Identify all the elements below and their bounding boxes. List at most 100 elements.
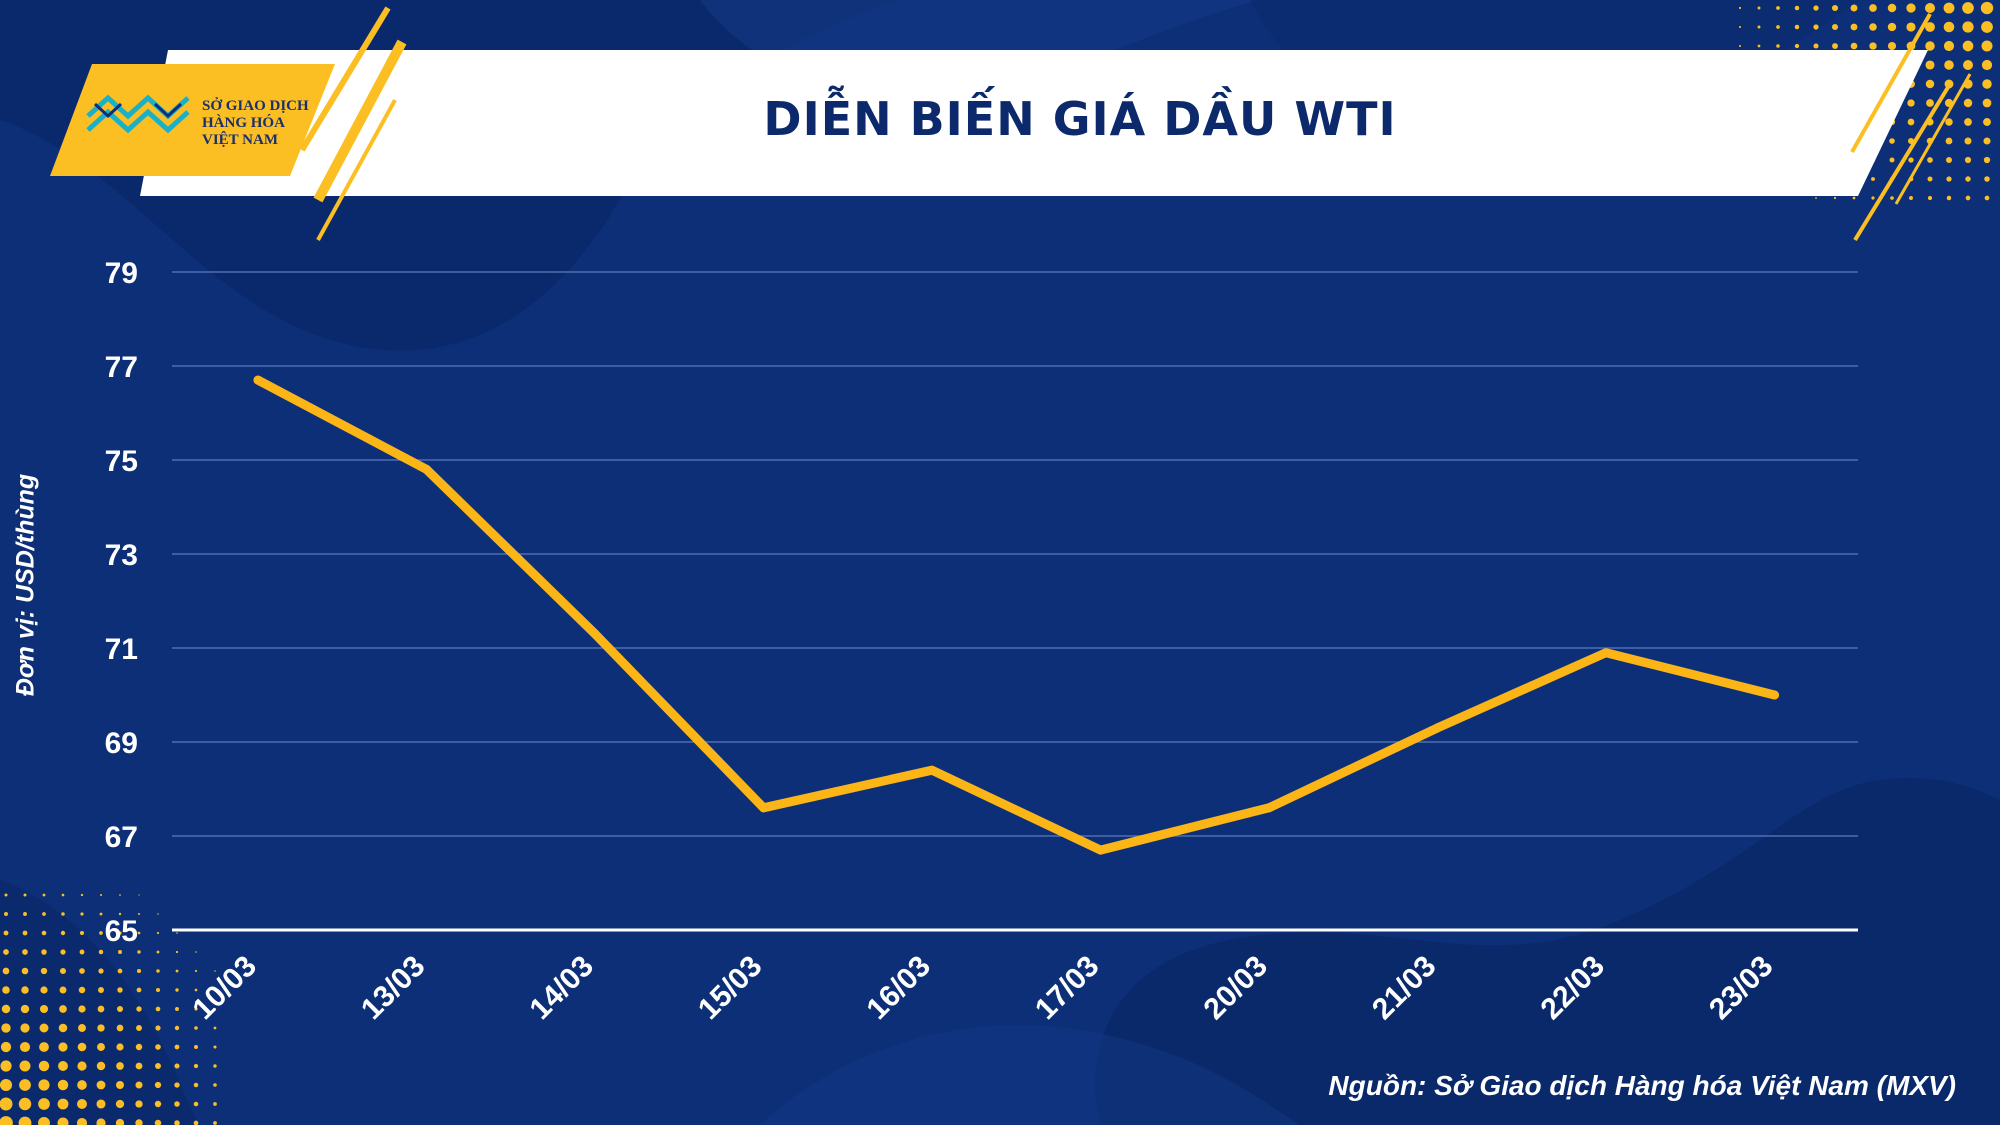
halftone-dot (1943, 2, 1955, 14)
halftone-dot (1980, 1, 1994, 15)
halftone-dot (1850, 23, 1858, 31)
halftone-dot (193, 1120, 199, 1125)
halftone-dot (1965, 195, 1971, 201)
halftone-dot (116, 1005, 124, 1013)
halftone-dot (97, 1024, 105, 1032)
halftone-dot (194, 969, 198, 973)
halftone-dot (136, 987, 142, 993)
halftone-dot (213, 1102, 217, 1106)
halftone-dot (1738, 6, 1742, 10)
halftone-dot (138, 913, 140, 915)
halftone-dot (1981, 59, 1993, 71)
data-point (253, 375, 263, 385)
halftone-dot (1887, 3, 1897, 13)
halftone-dot (1927, 157, 1933, 163)
data-point (1770, 690, 1779, 700)
halftone-dot (213, 1007, 217, 1011)
x-tick-label: 15/03 (692, 950, 768, 1026)
series-layer (253, 375, 1779, 855)
halftone-dot (175, 969, 179, 973)
halftone-dot (1889, 157, 1895, 163)
halftone-dot (193, 1082, 199, 1088)
halftone-dot (155, 1063, 161, 1069)
halftone-dot (1871, 177, 1875, 181)
halftone-dot (1983, 137, 1991, 145)
halftone-dot (1964, 118, 1972, 126)
halftone-dot (1869, 23, 1877, 31)
halftone-dot (1887, 22, 1897, 32)
halftone-dot (38, 1079, 50, 1091)
halftone-dot (1831, 4, 1839, 12)
halftone-dot (154, 1100, 162, 1108)
halftone-dot (57, 1117, 69, 1125)
halftone-dot (38, 1098, 50, 1110)
halftone-dot (116, 1081, 124, 1089)
halftone-dot (193, 1063, 199, 1069)
logo-line-1: SỞ GIAO DỊCH (202, 98, 309, 114)
halftone-dot (137, 931, 141, 935)
halftone-dot (22, 930, 28, 936)
halftone-dot (116, 1043, 124, 1051)
halftone-dot (1924, 2, 1936, 14)
halftone-dot (23, 893, 27, 897)
halftone-dot (18, 1097, 32, 1111)
halftone-dot (98, 949, 104, 955)
halftone-dot (155, 1025, 161, 1031)
halftone-dot (38, 1117, 50, 1125)
halftone-dot (1890, 196, 1894, 200)
data-point (1096, 845, 1105, 855)
halftone-dot (21, 967, 29, 975)
logo-wordmark: SỞ GIAO DỊCH HÀNG HÓA VIỆT NAM (202, 98, 332, 149)
halftone-dot (1794, 5, 1800, 11)
y-tick-label: 79 (105, 257, 138, 290)
halftone-dot (176, 932, 178, 934)
halftone-dot (1813, 24, 1819, 30)
halftone-dot (115, 1099, 125, 1109)
halftone-dot (1963, 60, 1973, 70)
halftone-dot (136, 968, 142, 974)
halftone-dot (1739, 45, 1741, 47)
halftone-dot (1945, 156, 1953, 164)
halftone-dot (40, 986, 48, 994)
title-banner (50, 6, 1972, 242)
halftone-dot (1776, 44, 1780, 48)
halftone-dot (1832, 43, 1838, 49)
x-tick-label: 17/03 (1029, 950, 1105, 1026)
halftone-dot (99, 893, 103, 897)
halftone-dot (155, 1044, 161, 1050)
halftone-dot (154, 1119, 162, 1125)
halftone-dot (0, 1116, 13, 1125)
halftone-dot (1925, 60, 1935, 70)
halftone-dot (38, 1060, 50, 1072)
halftone-dot (97, 1005, 105, 1013)
halftone-dot (1925, 79, 1935, 89)
halftone-dot (213, 1045, 217, 1049)
halftone-dot (39, 1042, 49, 1052)
halftone-dot (213, 1083, 217, 1087)
halftone-dot (194, 1007, 198, 1011)
halftone-dot (118, 950, 122, 954)
y-tick-labels: 65 67 69 71 73 75 77 79 (105, 257, 138, 948)
y-axis-label: Đơn vị: USD/thùng (11, 473, 40, 697)
halftone-dot (42, 893, 46, 897)
halftone-dot (1757, 44, 1761, 48)
halftone-dot (194, 1026, 198, 1030)
halftone-dot (1927, 176, 1933, 182)
halftone-dot (193, 1101, 199, 1107)
halftone-dot (1962, 21, 1974, 33)
halftone-dot (118, 931, 122, 935)
halftone-dot (20, 1023, 30, 1033)
halftone-dot (19, 1060, 31, 1072)
halftone-dot (174, 1082, 180, 1088)
halftone-dot (135, 1043, 143, 1051)
halftone-dot (79, 949, 85, 955)
y-tick-label: 67 (105, 821, 138, 854)
halftone-dot (118, 912, 122, 916)
halftone-dot (1964, 137, 1972, 145)
halftone-dot (1757, 25, 1761, 29)
halftone-dot (77, 1099, 87, 1109)
halftone-dot (138, 894, 140, 896)
halftone-dot (60, 930, 66, 936)
halftone-dot (1906, 22, 1916, 32)
